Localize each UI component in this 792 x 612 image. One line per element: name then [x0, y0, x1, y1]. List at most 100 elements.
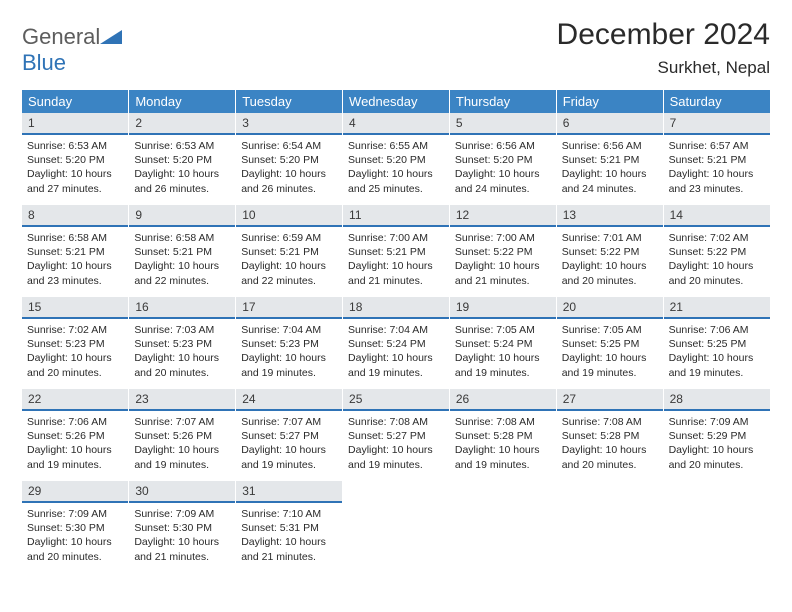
day-details: Sunrise: 7:09 AMSunset: 5:29 PMDaylight:…: [664, 411, 770, 474]
day-number: 28: [664, 389, 770, 411]
day-number: 26: [450, 389, 556, 411]
day-details: Sunrise: 7:08 AMSunset: 5:28 PMDaylight:…: [557, 411, 663, 474]
calendar-cell: 11Sunrise: 7:00 AMSunset: 5:21 PMDayligh…: [343, 205, 450, 297]
calendar-cell: 29Sunrise: 7:09 AMSunset: 5:30 PMDayligh…: [22, 481, 129, 573]
day-details: Sunrise: 6:58 AMSunset: 5:21 PMDaylight:…: [129, 227, 235, 290]
day-number: 5: [450, 113, 556, 135]
calendar-cell: 15Sunrise: 7:02 AMSunset: 5:23 PMDayligh…: [22, 297, 129, 389]
calendar-cell: 22Sunrise: 7:06 AMSunset: 5:26 PMDayligh…: [22, 389, 129, 481]
calendar-cell: 21Sunrise: 7:06 AMSunset: 5:25 PMDayligh…: [663, 297, 770, 389]
day-details: Sunrise: 6:53 AMSunset: 5:20 PMDaylight:…: [22, 135, 128, 198]
calendar-cell: 19Sunrise: 7:05 AMSunset: 5:24 PMDayligh…: [449, 297, 556, 389]
day-details: Sunrise: 7:07 AMSunset: 5:26 PMDaylight:…: [129, 411, 235, 474]
calendar-cell: 6Sunrise: 6:56 AMSunset: 5:21 PMDaylight…: [556, 113, 663, 205]
day-details: Sunrise: 7:01 AMSunset: 5:22 PMDaylight:…: [557, 227, 663, 290]
day-number: 2: [129, 113, 235, 135]
day-number: 21: [664, 297, 770, 319]
logo: General Blue: [22, 24, 122, 76]
calendar-cell: 30Sunrise: 7:09 AMSunset: 5:30 PMDayligh…: [129, 481, 236, 573]
logo-triangle-icon: [100, 28, 122, 44]
day-number: 11: [343, 205, 449, 227]
calendar-cell: 18Sunrise: 7:04 AMSunset: 5:24 PMDayligh…: [343, 297, 450, 389]
day-number: 13: [557, 205, 663, 227]
day-details: Sunrise: 7:03 AMSunset: 5:23 PMDaylight:…: [129, 319, 235, 382]
day-details: Sunrise: 7:09 AMSunset: 5:30 PMDaylight:…: [129, 503, 235, 566]
day-details: Sunrise: 6:58 AMSunset: 5:21 PMDaylight:…: [22, 227, 128, 290]
day-number: 20: [557, 297, 663, 319]
calendar-cell: 31Sunrise: 7:10 AMSunset: 5:31 PMDayligh…: [236, 481, 343, 573]
day-number: 8: [22, 205, 128, 227]
day-details: Sunrise: 7:02 AMSunset: 5:22 PMDaylight:…: [664, 227, 770, 290]
calendar-row: 8Sunrise: 6:58 AMSunset: 5:21 PMDaylight…: [22, 205, 770, 297]
calendar-row: 1Sunrise: 6:53 AMSunset: 5:20 PMDaylight…: [22, 113, 770, 205]
day-details: Sunrise: 6:53 AMSunset: 5:20 PMDaylight:…: [129, 135, 235, 198]
calendar-cell: 8Sunrise: 6:58 AMSunset: 5:21 PMDaylight…: [22, 205, 129, 297]
day-details: Sunrise: 6:56 AMSunset: 5:20 PMDaylight:…: [450, 135, 556, 198]
day-number: 9: [129, 205, 235, 227]
calendar-cell: 3Sunrise: 6:54 AMSunset: 5:20 PMDaylight…: [236, 113, 343, 205]
day-number: 19: [450, 297, 556, 319]
calendar-cell: 14Sunrise: 7:02 AMSunset: 5:22 PMDayligh…: [663, 205, 770, 297]
day-details: Sunrise: 7:02 AMSunset: 5:23 PMDaylight:…: [22, 319, 128, 382]
weekday-header: Thursday: [449, 90, 556, 113]
logo-part1: General: [22, 24, 100, 49]
calendar-cell: 10Sunrise: 6:59 AMSunset: 5:21 PMDayligh…: [236, 205, 343, 297]
day-details: Sunrise: 7:04 AMSunset: 5:23 PMDaylight:…: [236, 319, 342, 382]
day-number: 23: [129, 389, 235, 411]
day-number: 10: [236, 205, 342, 227]
day-number: 25: [343, 389, 449, 411]
day-number: 30: [129, 481, 235, 503]
day-number: 3: [236, 113, 342, 135]
calendar-row: 22Sunrise: 7:06 AMSunset: 5:26 PMDayligh…: [22, 389, 770, 481]
day-number: 24: [236, 389, 342, 411]
day-details: Sunrise: 7:08 AMSunset: 5:27 PMDaylight:…: [343, 411, 449, 474]
calendar-cell: 1Sunrise: 6:53 AMSunset: 5:20 PMDaylight…: [22, 113, 129, 205]
calendar-cell: 12Sunrise: 7:00 AMSunset: 5:22 PMDayligh…: [449, 205, 556, 297]
title-block: December 2024 Surkhet, Nepal: [557, 18, 770, 78]
weekday-header: Monday: [129, 90, 236, 113]
calendar-cell: 25Sunrise: 7:08 AMSunset: 5:27 PMDayligh…: [343, 389, 450, 481]
day-details: Sunrise: 6:54 AMSunset: 5:20 PMDaylight:…: [236, 135, 342, 198]
day-details: Sunrise: 7:00 AMSunset: 5:22 PMDaylight:…: [450, 227, 556, 290]
day-number: 18: [343, 297, 449, 319]
day-details: Sunrise: 7:00 AMSunset: 5:21 PMDaylight:…: [343, 227, 449, 290]
calendar-row: 29Sunrise: 7:09 AMSunset: 5:30 PMDayligh…: [22, 481, 770, 573]
calendar-cell: 2Sunrise: 6:53 AMSunset: 5:20 PMDaylight…: [129, 113, 236, 205]
day-number: 14: [664, 205, 770, 227]
weekday-header: Sunday: [22, 90, 129, 113]
weekday-header: Saturday: [663, 90, 770, 113]
day-number: 15: [22, 297, 128, 319]
calendar-cell: [343, 481, 450, 573]
calendar-row: 15Sunrise: 7:02 AMSunset: 5:23 PMDayligh…: [22, 297, 770, 389]
calendar-cell: 28Sunrise: 7:09 AMSunset: 5:29 PMDayligh…: [663, 389, 770, 481]
month-title: December 2024: [557, 18, 770, 52]
calendar-cell: 16Sunrise: 7:03 AMSunset: 5:23 PMDayligh…: [129, 297, 236, 389]
calendar-cell: [556, 481, 663, 573]
calendar-cell: 5Sunrise: 6:56 AMSunset: 5:20 PMDaylight…: [449, 113, 556, 205]
day-details: Sunrise: 6:57 AMSunset: 5:21 PMDaylight:…: [664, 135, 770, 198]
calendar-body: 1Sunrise: 6:53 AMSunset: 5:20 PMDaylight…: [22, 113, 770, 573]
day-number: 6: [557, 113, 663, 135]
day-details: Sunrise: 6:59 AMSunset: 5:21 PMDaylight:…: [236, 227, 342, 290]
day-number: 27: [557, 389, 663, 411]
weekday-row: SundayMondayTuesdayWednesdayThursdayFrid…: [22, 90, 770, 113]
calendar-cell: 24Sunrise: 7:07 AMSunset: 5:27 PMDayligh…: [236, 389, 343, 481]
day-number: 7: [664, 113, 770, 135]
day-details: Sunrise: 7:07 AMSunset: 5:27 PMDaylight:…: [236, 411, 342, 474]
day-number: 16: [129, 297, 235, 319]
calendar-cell: [663, 481, 770, 573]
calendar-cell: 27Sunrise: 7:08 AMSunset: 5:28 PMDayligh…: [556, 389, 663, 481]
weekday-header: Friday: [556, 90, 663, 113]
calendar-cell: [449, 481, 556, 573]
day-number: 17: [236, 297, 342, 319]
day-details: Sunrise: 7:04 AMSunset: 5:24 PMDaylight:…: [343, 319, 449, 382]
logo-part2: Blue: [22, 50, 66, 75]
calendar-cell: 17Sunrise: 7:04 AMSunset: 5:23 PMDayligh…: [236, 297, 343, 389]
day-number: 4: [343, 113, 449, 135]
calendar-cell: 7Sunrise: 6:57 AMSunset: 5:21 PMDaylight…: [663, 113, 770, 205]
calendar-cell: 20Sunrise: 7:05 AMSunset: 5:25 PMDayligh…: [556, 297, 663, 389]
calendar-cell: 9Sunrise: 6:58 AMSunset: 5:21 PMDaylight…: [129, 205, 236, 297]
weekday-header: Tuesday: [236, 90, 343, 113]
day-details: Sunrise: 7:06 AMSunset: 5:26 PMDaylight:…: [22, 411, 128, 474]
calendar-table: SundayMondayTuesdayWednesdayThursdayFrid…: [22, 90, 770, 573]
